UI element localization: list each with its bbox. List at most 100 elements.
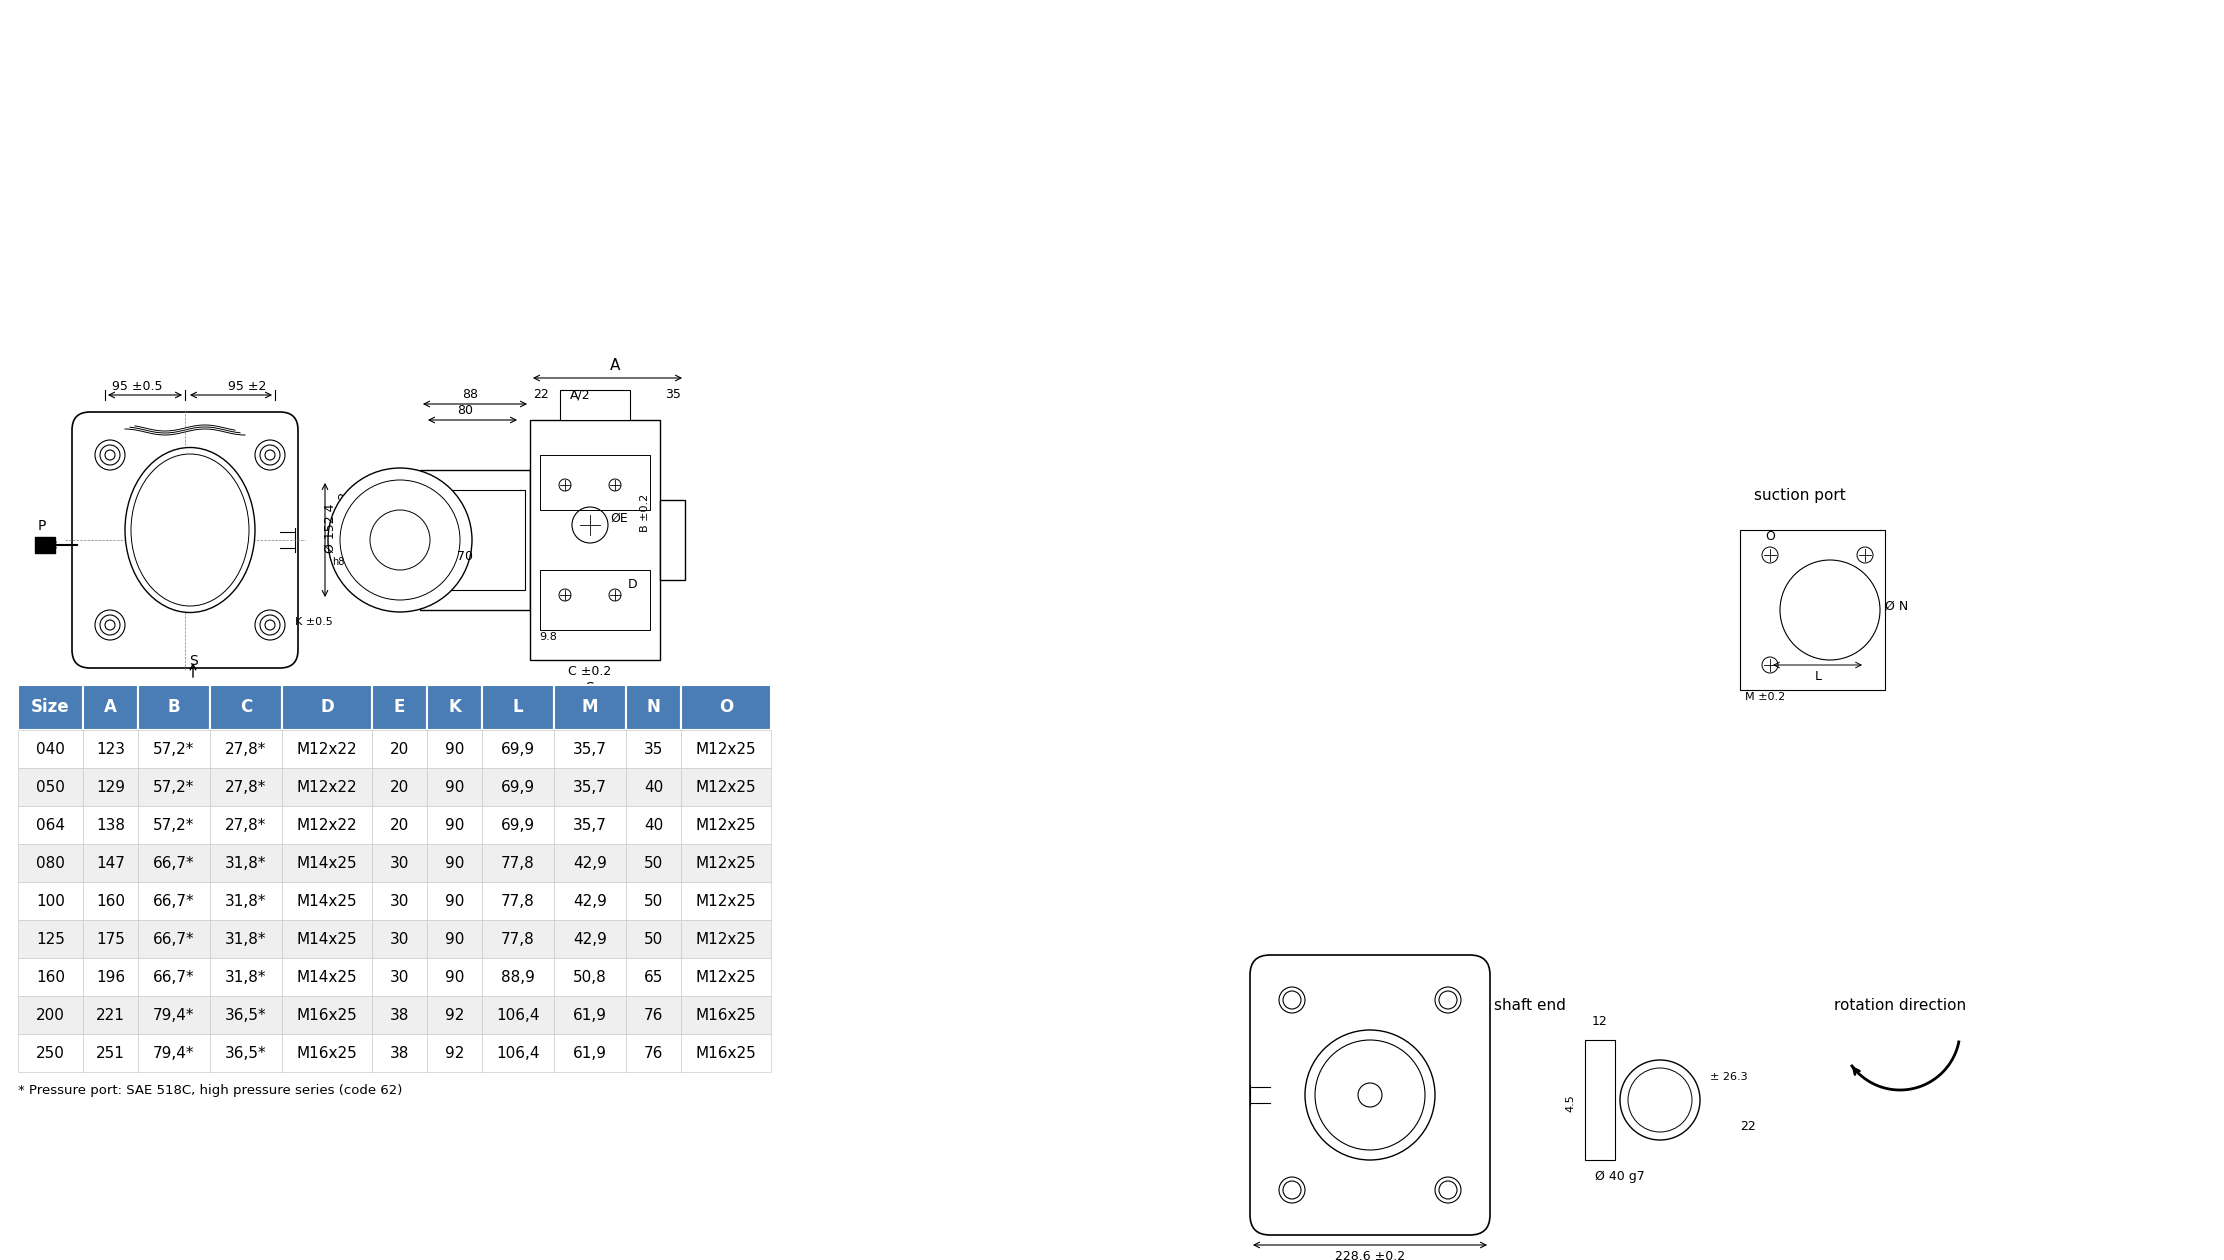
Text: 36,5*: 36,5* [225,1046,267,1061]
Bar [18,1034,82,1072]
Text: O: O [718,698,734,717]
Circle shape [1279,987,1305,1013]
Text: 160: 160 [96,893,125,908]
Bar [554,920,625,958]
Bar [529,420,661,660]
Circle shape [1305,1029,1434,1160]
Bar [681,685,772,730]
Bar [371,769,427,806]
Circle shape [1434,1177,1461,1203]
Text: 66,7*: 66,7* [153,931,196,946]
Text: 175: 175 [96,931,125,946]
Bar [138,806,209,844]
Text: M14x25: M14x25 [296,931,358,946]
Text: 90: 90 [445,818,465,833]
Text: 79,4*: 79,4* [153,1008,196,1023]
Bar [371,920,427,958]
Circle shape [256,440,285,470]
Bar [18,920,82,958]
Text: 35,7: 35,7 [574,741,607,756]
Bar [371,730,427,769]
Text: 35: 35 [643,741,663,756]
Text: 40: 40 [645,818,663,833]
Text: M16x25: M16x25 [696,1008,756,1023]
Bar [554,685,625,730]
Text: 31,8*: 31,8* [225,931,267,946]
Circle shape [1279,1177,1305,1203]
Text: M12x22: M12x22 [296,818,358,833]
Text: 30: 30 [389,931,409,946]
Text: 138: 138 [96,818,125,833]
Text: M14x25: M14x25 [296,969,358,984]
Bar [1739,530,1886,690]
Bar [138,769,209,806]
Text: Ø N: Ø N [1886,600,1908,614]
Bar [209,685,282,730]
Bar [18,995,82,1034]
Bar [138,995,209,1034]
Text: 40: 40 [645,780,663,795]
Bar [282,806,371,844]
Bar [625,958,681,995]
Text: 80: 80 [456,404,474,417]
Bar [209,844,282,882]
Bar [483,995,554,1034]
Text: C ±0.2: C ±0.2 [569,665,612,678]
Bar [282,1034,371,1072]
Bar [483,844,554,882]
Bar [82,730,138,769]
Bar [427,882,483,920]
Text: P: P [38,519,47,533]
Text: 57,2*: 57,2* [153,818,196,833]
Bar [18,844,82,882]
Text: M16x25: M16x25 [696,1046,756,1061]
Bar [209,730,282,769]
Bar [82,685,138,730]
Text: 66,7*: 66,7* [153,969,196,984]
Circle shape [1619,1060,1699,1140]
Text: 080: 080 [36,856,64,871]
Text: A: A [609,358,620,373]
Text: Ø 152.4: Ø 152.4 [322,504,336,553]
Bar [138,920,209,958]
Bar [681,958,772,995]
Circle shape [96,440,125,470]
Text: L: L [514,698,523,717]
Text: K: K [447,698,460,717]
Text: 35: 35 [665,388,681,401]
Bar [681,730,772,769]
Text: 200: 200 [36,1008,64,1023]
Text: D: D [320,698,334,717]
Bar [82,1034,138,1072]
Text: 65: 65 [643,969,663,984]
Bar [36,537,56,553]
Text: 27,8*: 27,8* [225,741,267,756]
Text: 57,2*: 57,2* [153,780,196,795]
Bar [282,958,371,995]
Bar [371,958,427,995]
Text: M: M [583,698,598,717]
Circle shape [327,467,471,612]
Bar [18,730,82,769]
FancyBboxPatch shape [1250,955,1490,1235]
Bar [554,730,625,769]
Text: 129: 129 [96,780,125,795]
Text: 95 ±0.5: 95 ±0.5 [111,381,162,393]
Bar [209,882,282,920]
Text: M16x25: M16x25 [296,1046,358,1061]
Text: S: S [585,680,594,696]
Text: 9.8: 9.8 [538,633,556,643]
Ellipse shape [131,454,249,606]
Bar [18,685,82,730]
Text: M12x25: M12x25 [696,741,756,756]
Text: M12x22: M12x22 [296,741,358,756]
Bar [209,958,282,995]
Text: M14x25: M14x25 [296,856,358,871]
Bar [554,1034,625,1072]
Text: 31,8*: 31,8* [225,969,267,984]
Text: 064: 064 [36,818,64,833]
Bar [82,882,138,920]
Text: 61,9: 61,9 [574,1008,607,1023]
Text: A: A [105,698,118,717]
Bar [138,1034,209,1072]
